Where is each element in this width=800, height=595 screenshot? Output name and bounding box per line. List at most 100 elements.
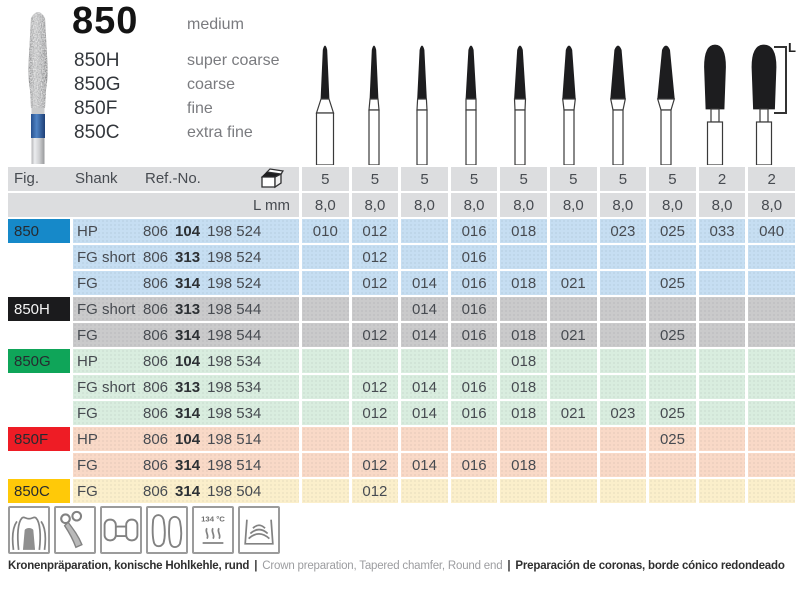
fig-chip: 850F [8, 427, 70, 451]
ref-prefix: 806 [143, 404, 169, 422]
ref-shank-code: 313 [175, 300, 201, 318]
size-cell-empty [599, 479, 647, 503]
bur-slot [302, 33, 348, 167]
bur-illustration [315, 45, 335, 165]
size-cell: 014 [401, 375, 448, 399]
length-label: L [788, 40, 796, 55]
size-cell-empty [599, 245, 647, 269]
pack-quantity: 5 [450, 167, 498, 191]
fig-spacer [8, 245, 70, 269]
size-cell-empty [748, 245, 795, 269]
bur-illustration [657, 45, 676, 165]
row-band: FG 806 314 198 534 [73, 401, 299, 425]
length-mm-value: 8,0 [500, 193, 547, 217]
size-cell: 012 [351, 245, 399, 269]
size-cell-empty [500, 427, 547, 451]
variant-code: 850H [74, 50, 120, 71]
ref-number: 806 104 198 534 [143, 353, 268, 370]
bur-slot [351, 33, 397, 167]
size-cell: 021 [549, 323, 597, 347]
size-cell-empty [351, 427, 399, 451]
caption-separator: | [254, 560, 258, 572]
size-cell: 018 [500, 323, 547, 347]
ref-shank-code: 104 [175, 430, 201, 448]
size-cell-empty [649, 479, 696, 503]
caption-en: Crown preparation, Tapered chamfer, Roun… [262, 560, 503, 572]
variant-grit: coarse [187, 76, 236, 93]
bur-illustration [368, 45, 380, 165]
bur-neck [31, 108, 45, 114]
shank-type: HP [77, 222, 98, 240]
bur-illustration [561, 45, 576, 165]
length-mm-value: 8,0 [599, 193, 647, 217]
size-cell: 016 [450, 401, 498, 425]
shank-type: HP [77, 352, 98, 370]
table-row: FG short 806 313 198 524 012 016 [8, 245, 795, 269]
pack-quantity: 2 [698, 167, 746, 191]
table-lmm-row: L mm 8,0 8,0 8,0 8,0 8,0 8,0 8,0 8,0 8,0 8,0 [8, 193, 795, 217]
size-cell-empty [549, 245, 597, 269]
size-cell: 014 [401, 453, 448, 477]
row-band: HP 806 104 198 534 [73, 349, 299, 373]
ref-suffix: 198 514 [207, 456, 262, 474]
length-mm-value: 8,0 [450, 193, 498, 217]
size-cell: 025 [649, 219, 696, 243]
size-cell-empty [500, 297, 547, 321]
size-cell-empty [302, 401, 349, 425]
size-cell-empty [748, 323, 795, 347]
fig-chip: 850G [8, 349, 70, 373]
ref-header: Ref.-No. [145, 170, 201, 187]
table-body: 850 HP 806 104 198 524 010 012 016 018 023 025 033 0… [8, 219, 795, 503]
size-cell-empty [351, 297, 399, 321]
caption-separator: | [507, 560, 511, 572]
shank-type: FG short [77, 300, 136, 318]
size-cell: 018 [500, 453, 547, 477]
ref-suffix: 198 544 [207, 300, 262, 318]
fig-chip: 850H [8, 297, 70, 321]
size-cell-empty [649, 349, 696, 373]
bur-slot [497, 33, 543, 167]
table-row: FG 806 314 198 514 012 014 016 018 [8, 453, 795, 477]
size-cell: 012 [351, 323, 399, 347]
shank-header: Shank [75, 170, 118, 187]
size-cell: 016 [450, 297, 498, 321]
row-band: FG 806 314 198 524 [73, 271, 299, 295]
ref-prefix: 806 [143, 352, 169, 370]
size-cell-empty [401, 427, 448, 451]
length-mm-value: 8,0 [351, 193, 399, 217]
table-row: 850H FG short 806 313 198 544 014 016 [8, 297, 795, 321]
ref-number: 806 313 198 524 [143, 249, 268, 266]
row-band: HP 806 104 198 514 [73, 427, 299, 451]
bur-head [28, 12, 48, 108]
size-cell-empty [698, 427, 746, 451]
size-cell: 023 [599, 219, 647, 243]
ref-prefix: 806 [143, 430, 169, 448]
ref-number: 806 313 198 534 [143, 379, 268, 396]
shank-type: FG [77, 274, 98, 292]
size-cell-empty [549, 219, 597, 243]
size-cell: 012 [351, 219, 399, 243]
fig-spacer [8, 271, 70, 295]
size-cell-empty [698, 271, 746, 295]
table-row: 850 HP 806 104 198 524 010 012 016 018 023 025 033 0… [8, 219, 795, 243]
size-cell-empty [599, 375, 647, 399]
size-cell-empty [549, 297, 597, 321]
pack-quantity: 2 [748, 167, 795, 191]
size-cell-empty [549, 427, 597, 451]
length-mm-value: 8,0 [401, 193, 448, 217]
row-band: FG short 806 313 198 534 [73, 375, 299, 399]
bridge-icon [100, 506, 142, 554]
size-cell-empty [748, 375, 795, 399]
variant-code: 850G [74, 74, 121, 95]
ref-shank-code: 104 [175, 352, 201, 370]
table-row: 850G HP 806 104 198 534 018 [8, 349, 795, 373]
ref-prefix: 806 [143, 326, 169, 344]
fig-spacer [8, 375, 70, 399]
ref-suffix: 198 524 [207, 274, 262, 292]
shank-type: HP [77, 430, 98, 448]
size-cell: 016 [450, 271, 498, 295]
variant-grit: fine [187, 100, 213, 117]
size-cell-empty [401, 245, 448, 269]
bur-illustration [751, 44, 777, 165]
